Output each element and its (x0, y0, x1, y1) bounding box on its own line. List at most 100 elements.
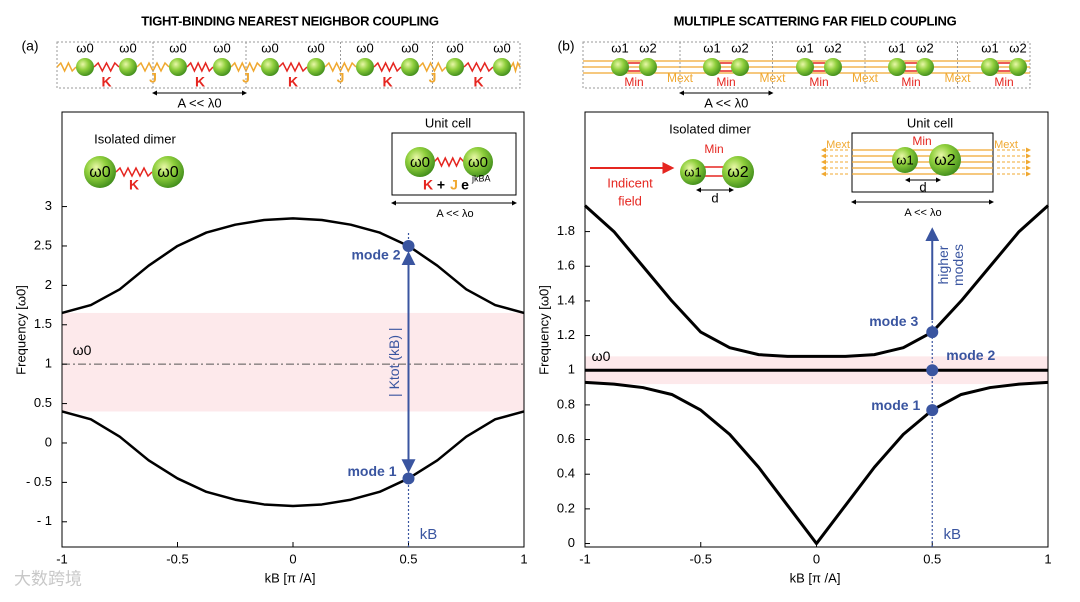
band-curve (584, 380, 1049, 546)
inset-title: Isolated dimer (669, 121, 751, 136)
x-tick-label: -1 (56, 551, 68, 566)
site-label: ω0 (261, 40, 278, 55)
x-tick-label: 0.5 (399, 551, 417, 566)
x-tick-label: -1 (579, 551, 591, 566)
sphere (722, 156, 754, 188)
site-label: ω0 (213, 40, 230, 55)
cell-external: Mext (994, 139, 1018, 151)
cell-coupling: + (437, 177, 445, 193)
sphere (493, 58, 511, 76)
mode-point (402, 472, 415, 485)
coupling-label: Mext (944, 71, 971, 85)
coupling-label: J (149, 70, 157, 86)
unit-cell-box (391, 132, 517, 196)
sphere-label: ω0 (410, 154, 430, 171)
site-label: ω1 (981, 40, 998, 55)
y-tick-label: 3 (45, 198, 52, 213)
spacing-label: d (711, 190, 718, 205)
reference-label: ω0 (73, 342, 92, 358)
coupling-label: J (242, 70, 250, 86)
k-label: kB (420, 526, 438, 543)
mode-label: mode 2 (946, 347, 995, 363)
coupling-label: Min (716, 75, 735, 89)
scale-label: A << λ0 (704, 95, 748, 110)
sphere (307, 58, 325, 76)
incident-label: field (618, 193, 642, 208)
y-tick-label: 0.5 (34, 395, 52, 410)
band-label: ω0 (592, 348, 611, 364)
sphere-label: ω2 (727, 164, 748, 181)
chart-title: MULTIPLE SCATTERING FAR FIELD COUPLING (674, 13, 957, 28)
sphere (76, 58, 94, 76)
y-tick-label: 0 (568, 535, 575, 550)
sphere (796, 58, 814, 76)
panel-label: (a) (21, 38, 38, 54)
site-label: ω0 (401, 40, 418, 55)
x-tick-label: -0.5 (690, 551, 712, 566)
k-label: kB (943, 526, 961, 543)
spring (510, 61, 521, 74)
y-tick-label: 2.5 (34, 237, 52, 252)
arrow-label: | Ktot (kB) | (386, 327, 402, 397)
inset-title: Unit cell (425, 115, 471, 130)
scale-label: A << λo (904, 207, 941, 219)
y-tick-label: 1 (568, 362, 575, 377)
coupling-label: J (429, 70, 437, 86)
y-tick-label: 2 (45, 277, 52, 292)
mode-label: mode 3 (869, 313, 918, 329)
spring (373, 61, 402, 73)
site-label: ω0 (446, 40, 463, 55)
y-tick-label: 0.2 (557, 500, 575, 515)
sphere (611, 58, 629, 76)
mode-label: mode 1 (347, 463, 396, 479)
coupling-label: Min (901, 75, 920, 89)
sphere (731, 58, 749, 76)
band-curve (61, 410, 525, 508)
sphere (680, 159, 706, 185)
y-tick-label: - 1 (37, 513, 52, 528)
spring (115, 166, 153, 178)
x-tick-label: 0 (289, 551, 296, 566)
y-tick-label: 1 (45, 356, 52, 371)
chart-title: TIGHT-BINDING NEAREST NEIGHBOR COUPLING (141, 13, 439, 28)
x-tick-label: 1 (520, 551, 527, 566)
sphere (463, 147, 493, 177)
y-tick-label: 1.4 (557, 292, 575, 307)
sphere (401, 58, 419, 76)
mode-label: mode 2 (351, 247, 400, 263)
site-label: ω2 (1009, 40, 1026, 55)
sphere (213, 58, 231, 76)
chain-box (56, 41, 521, 89)
y-tick-label: 1.6 (557, 258, 575, 273)
sphere (446, 58, 464, 76)
sphere (981, 58, 999, 76)
sphere (261, 58, 279, 76)
spring (463, 61, 494, 73)
band-curve (61, 217, 525, 315)
site-label: ω0 (76, 40, 93, 55)
mode-point (926, 326, 939, 339)
site-label: ω0 (356, 40, 373, 55)
scale-label: A << λo (436, 208, 473, 220)
coupling-label: K (382, 74, 392, 90)
y-tick-label: 0.4 (557, 466, 575, 481)
coupling-label: Min (994, 75, 1013, 89)
sphere (888, 58, 906, 76)
sphere (169, 58, 187, 76)
coupling-label: K (195, 74, 205, 90)
site-label: ω0 (119, 40, 136, 55)
cell-coupling: J (450, 177, 458, 193)
cell-coupling: K (423, 177, 433, 193)
cell-coupling: Min (912, 134, 931, 148)
y-tick-label: 0.6 (557, 431, 575, 446)
site-label: ω0 (493, 40, 510, 55)
site-label: ω1 (703, 40, 720, 55)
sphere (639, 58, 657, 76)
site-label: ω1 (796, 40, 813, 55)
cell-external: Mext (826, 139, 850, 151)
site-label: ω2 (731, 40, 748, 55)
panel-label: (b) (557, 38, 574, 54)
cell-coupling: e (461, 177, 469, 193)
